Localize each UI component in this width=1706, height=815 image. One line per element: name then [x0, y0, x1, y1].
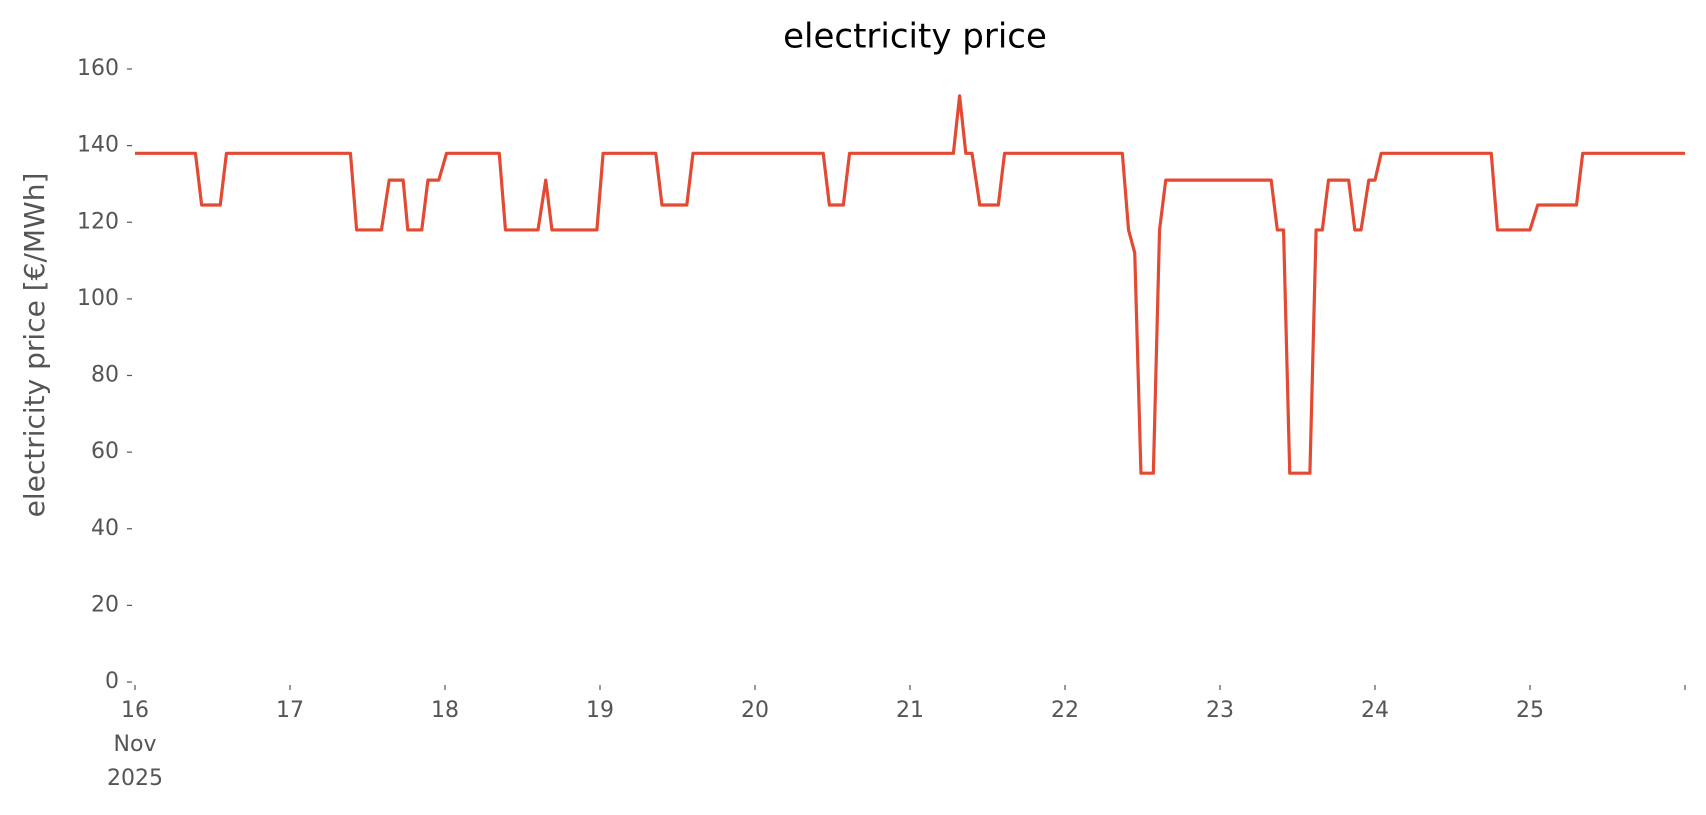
y-tick-label: 60: [91, 439, 119, 464]
x-tick-label: 16 Nov 2025: [107, 698, 163, 791]
y-tick-label: 120: [77, 209, 119, 234]
y-tick-label: 100: [77, 286, 119, 311]
y-axis-label: electricity price [€/MWh]: [18, 173, 51, 518]
x-tick-label: 18: [431, 698, 459, 723]
x-tick-label: 22: [1051, 698, 1079, 723]
y-tick-label: 40: [91, 516, 119, 541]
x-tick-label: 25: [1516, 698, 1544, 723]
y-tick-label: 140: [77, 133, 119, 158]
x-tick-label: 19: [586, 698, 614, 723]
y-tick-label: 80: [91, 363, 119, 388]
y-tick-label: 0: [105, 669, 119, 694]
x-tick-label: 20: [741, 698, 769, 723]
x-tick-label: 21: [896, 698, 924, 723]
x-tick-label: 23: [1206, 698, 1234, 723]
price-line: [135, 94, 1685, 475]
chart-title: electricity price: [783, 17, 1047, 57]
y-tick-label: 160: [77, 56, 119, 81]
x-tick-label: 17: [276, 698, 304, 723]
x-tick-label: 24: [1361, 698, 1389, 723]
y-tick-label: 20: [91, 592, 119, 617]
